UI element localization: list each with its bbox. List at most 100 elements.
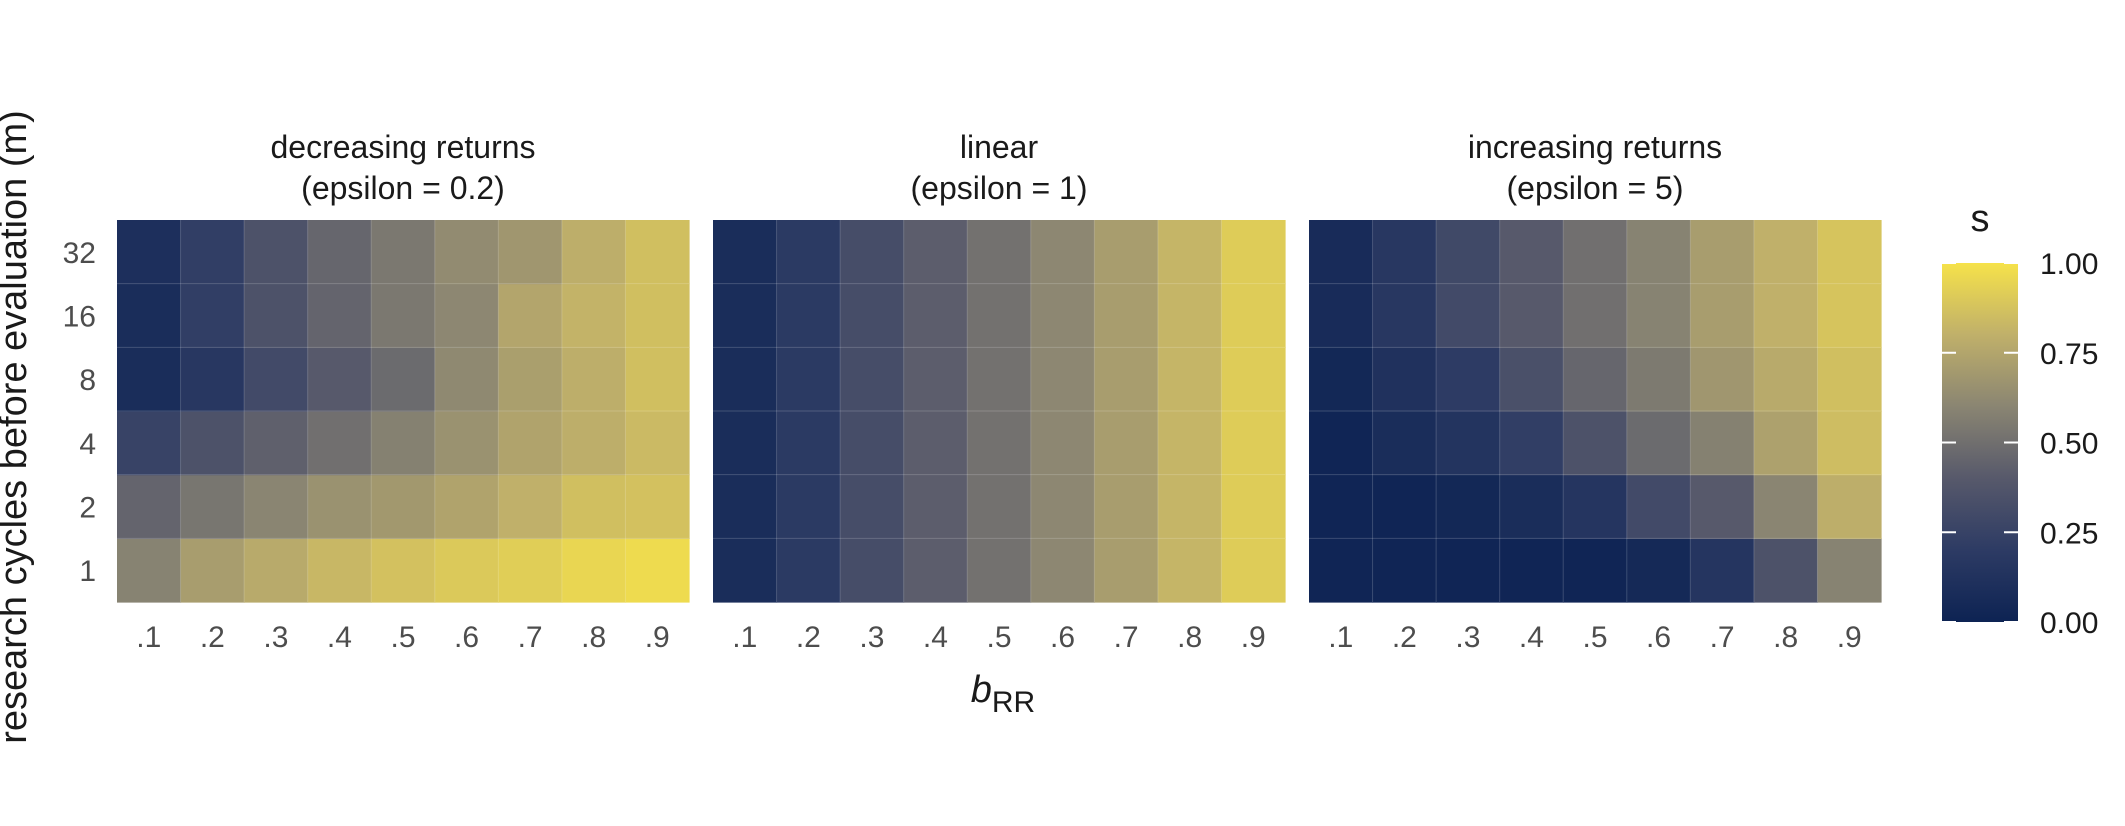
heatmap-cell (371, 411, 436, 476)
heatmap-cell (625, 538, 690, 603)
heatmap-cell (967, 474, 1032, 539)
legend-title: s (1971, 198, 1990, 240)
heatmap-cell (1753, 411, 1819, 476)
heatmap-cell (1690, 411, 1755, 476)
x-tick-label: .9 (645, 621, 670, 654)
x-tick-label: .1 (136, 621, 161, 654)
x-tick-label: .7 (1710, 621, 1735, 654)
heatmap-cell (1309, 411, 1374, 476)
heatmap-cell (1626, 411, 1691, 476)
heatmap-cell (244, 411, 309, 476)
heatmap-cell (1690, 347, 1755, 412)
heatmap-cell (434, 411, 499, 476)
legend-ticks: 0.00 0.25 0.50 0.75 1.00 (1942, 248, 2098, 640)
x-axis-title: bRR (971, 669, 1035, 719)
heatmap-cell (1221, 220, 1286, 285)
heatmap-cell (371, 538, 436, 603)
heatmap-cell (1157, 474, 1223, 539)
heatmap-cell (307, 283, 372, 348)
x-tick-label: .5 (1582, 621, 1607, 654)
panel-title-line1: linear (960, 129, 1039, 165)
legend-tick-label: 0.75 (2040, 338, 2098, 371)
heatmap-cell (371, 347, 436, 412)
heatmap-cell (1372, 283, 1437, 348)
heatmap-cell (1817, 538, 1882, 603)
heatmap-cell (307, 474, 372, 539)
y-axis-title: research cycles before evaluation (m) (0, 110, 35, 744)
x-tick-label: .5 (390, 621, 415, 654)
heatmap-cell (244, 538, 309, 603)
heatmap-cell (1753, 538, 1819, 603)
heatmap-cell (1221, 538, 1286, 603)
heatmap-cell (1563, 347, 1628, 412)
heatmap-cell (713, 283, 778, 348)
x-tick-label: .2 (1392, 621, 1417, 654)
heatmap-cell (498, 283, 563, 348)
heatmap-cell (1817, 474, 1882, 539)
panel-title-line1: decreasing returns (270, 129, 535, 165)
heatmap-cell (1817, 347, 1882, 412)
heatmap-cell (1157, 538, 1223, 603)
heatmap-cell (1690, 220, 1755, 285)
heatmap-cell (1436, 538, 1501, 603)
heatmap-cell (625, 347, 690, 412)
heatmap-cell (903, 538, 968, 603)
heatmap-cell (713, 411, 778, 476)
legend-tick-label: 0.25 (2040, 517, 2098, 550)
x-tick-label: .6 (1050, 621, 1075, 654)
heatmap-cell (625, 283, 690, 348)
x-tick-label: .2 (796, 621, 821, 654)
heatmap-cell (1157, 283, 1223, 348)
heatmap-cell (967, 538, 1032, 603)
heatmap-cell (1690, 283, 1755, 348)
heatmap-cell (1221, 347, 1286, 412)
heatmap-cell (1221, 411, 1286, 476)
heatmap-cell (1094, 347, 1159, 412)
heatmap-cell (180, 220, 245, 285)
heatmap-cell (967, 347, 1032, 412)
heatmap-cell (371, 220, 436, 285)
x-tick-label: .8 (1177, 621, 1202, 654)
heatmap-cell (498, 538, 563, 603)
heatmap-cell (180, 283, 245, 348)
heatmap-cell (1436, 220, 1501, 285)
x-tick-label: .3 (1455, 621, 1480, 654)
heatmap-cell (1372, 538, 1437, 603)
heatmap-cell (1436, 411, 1501, 476)
heatmap-cell (180, 411, 245, 476)
heatmap-cell (1817, 283, 1882, 348)
heatmap-cell (117, 538, 182, 603)
heatmap-cell (1030, 283, 1095, 348)
heatmap-cell (1753, 220, 1819, 285)
x-tick-label: .3 (263, 621, 288, 654)
heatmap-cell (117, 283, 182, 348)
x-tick-label: .9 (1837, 621, 1862, 654)
heatmap-cell (840, 474, 905, 539)
heatmap-cell (1817, 411, 1882, 476)
heatmap-cell (498, 411, 563, 476)
heatmap-cell (1690, 474, 1755, 539)
heatmap-cell (1499, 474, 1564, 539)
heatmap-cell (840, 283, 905, 348)
y-tick-label: 4 (79, 428, 96, 461)
heatmap-cell (1817, 220, 1882, 285)
color-legend: s 0.00 0.25 0.50 0.75 1.00 (1942, 198, 2098, 640)
heatmap-cell (1221, 283, 1286, 348)
heatmap-cell (1309, 474, 1374, 539)
heatmap-cell (1221, 474, 1286, 539)
heatmap-cell (1030, 411, 1095, 476)
heatmap-cell (903, 347, 968, 412)
heatmap-cell (117, 474, 182, 539)
heatmap-cell (713, 347, 778, 412)
heatmap-cell (244, 283, 309, 348)
heatmap-cell (840, 411, 905, 476)
heatmap-cell (1309, 538, 1374, 603)
x-tick-label: .8 (1773, 621, 1798, 654)
heatmap-cell (1030, 220, 1095, 285)
heatmap-cell (903, 283, 968, 348)
panels: decreasing returns (epsilon = 0.2) .1 .2 .3.… (63, 129, 1882, 654)
heatmap-cell (967, 283, 1032, 348)
heatmap-cell (180, 474, 245, 539)
heatmap-cell (180, 347, 245, 412)
